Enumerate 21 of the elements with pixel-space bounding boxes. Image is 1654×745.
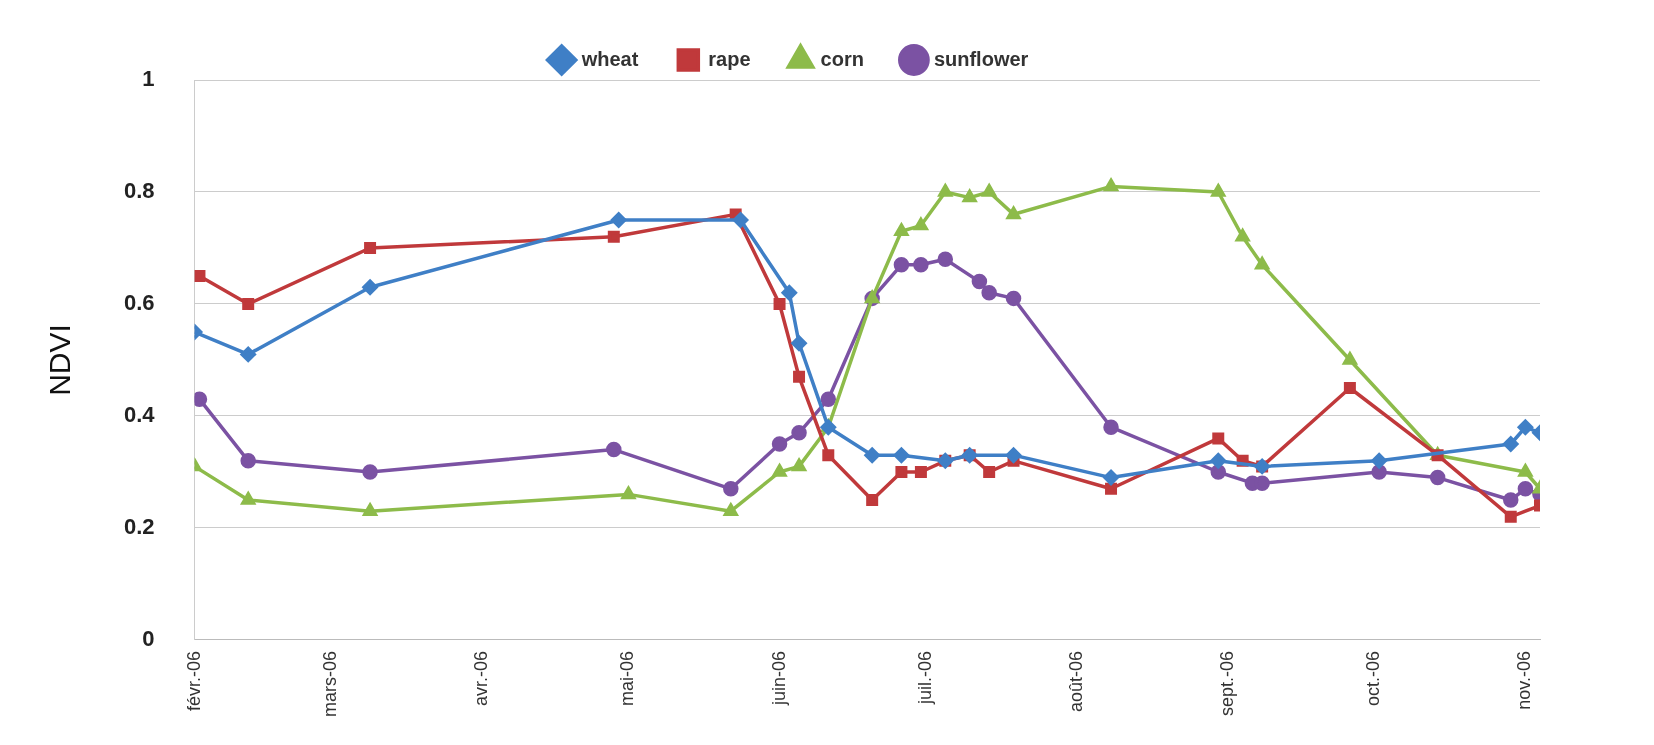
legend-label: rape bbox=[708, 47, 751, 70]
x-tick-label: mars-06 bbox=[320, 650, 341, 717]
x-tick-label: août-06 bbox=[1065, 650, 1086, 713]
y-tick-label: 0.8 bbox=[123, 178, 155, 204]
x-tick-label: mai-06 bbox=[617, 650, 638, 707]
y-tick-label: 0.2 bbox=[123, 514, 155, 540]
y-tick-label: 0.4 bbox=[123, 402, 156, 428]
x-tick-label: sept.-06 bbox=[1216, 650, 1237, 717]
x-tick-label: juil.-06 bbox=[914, 650, 935, 706]
y-axis-title: NDVI bbox=[43, 324, 77, 396]
y-tick-label: 0.6 bbox=[123, 290, 155, 316]
x-tick-label: oct.-06 bbox=[1363, 650, 1384, 707]
x-tick-label: nov.-06 bbox=[1514, 650, 1535, 710]
x-tick-label: avr.-06 bbox=[471, 650, 492, 707]
legend-label: wheat bbox=[580, 47, 639, 70]
legend-label: sunflower bbox=[933, 47, 1029, 70]
y-tick-label: 1 bbox=[142, 66, 155, 92]
x-tick-label: juin-06 bbox=[768, 650, 789, 707]
legend-label: corn bbox=[820, 47, 864, 70]
y-tick-label: 0 bbox=[142, 626, 155, 652]
x-tick-label: févr.-06 bbox=[183, 650, 204, 712]
